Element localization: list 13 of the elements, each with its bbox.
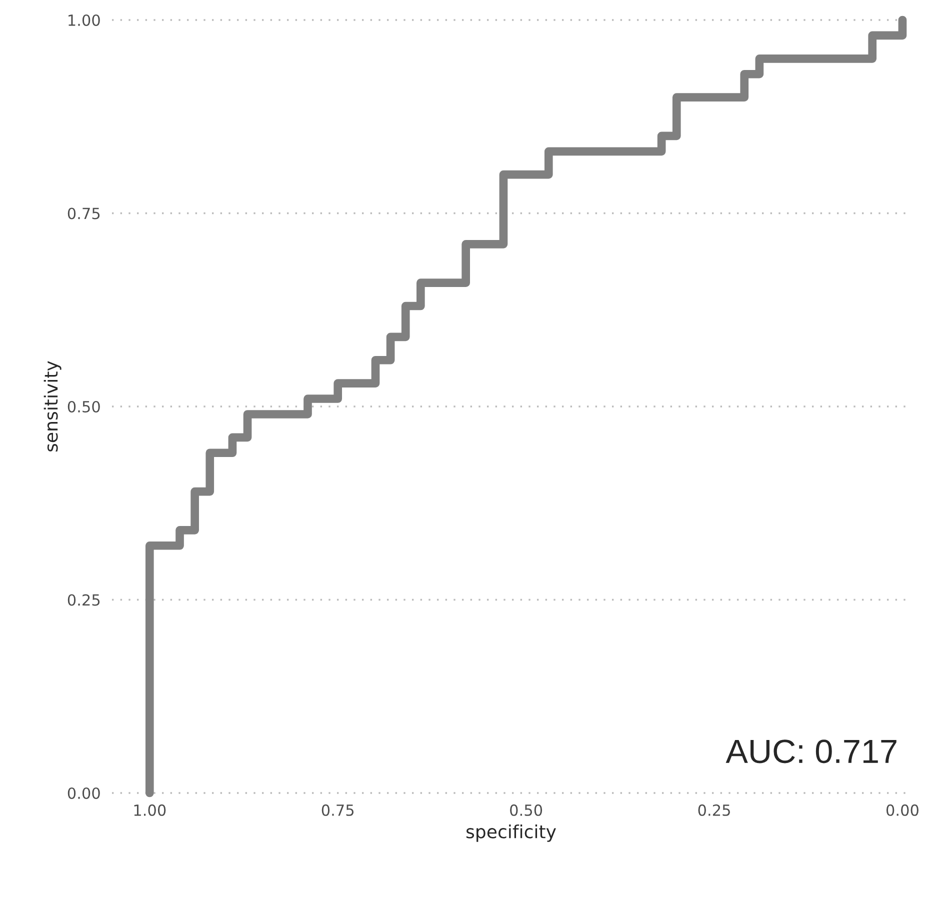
- annotation: AUC: 0.717: [726, 740, 896, 764]
- y-tick-label: 0.50: [68, 400, 100, 413]
- x-tick-label: 1.00: [134, 804, 166, 816]
- y-tick-label: 0.75: [68, 208, 100, 220]
- y-tick-label: 0.00: [68, 787, 100, 800]
- x-tick-label: 0.25: [698, 804, 730, 816]
- x-tick-label: 0.50: [510, 804, 542, 816]
- y-axis-title: sensitivity: [44, 361, 62, 452]
- y-tick-label: 1.00: [68, 14, 100, 26]
- y-tick-label: 0.25: [68, 594, 100, 606]
- x-tick-label: 0.75: [322, 804, 354, 816]
- x-tick-label: 0.00: [886, 804, 918, 816]
- x-axis-title: specificity: [466, 824, 556, 842]
